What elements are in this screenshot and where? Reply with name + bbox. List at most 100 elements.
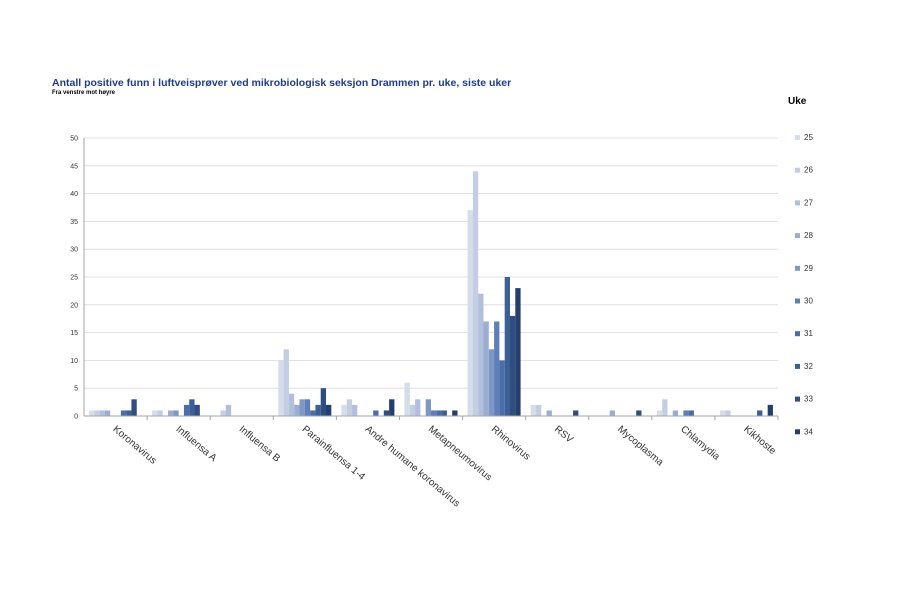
bar [278,360,284,416]
bar [283,349,289,416]
bar [194,404,200,416]
bar [688,410,694,416]
bar [719,410,726,416]
bar [389,399,395,416]
bar [326,404,332,416]
bar [225,404,232,416]
x-category-label: Rhinovirus [489,424,532,463]
legend-title: Uke [788,96,807,107]
bar [220,410,226,416]
y-tick-label: 35 [70,219,78,226]
legend-label: 28 [804,231,813,240]
legend-swatch [795,233,800,239]
legend-swatch [795,396,800,402]
legend-label: 29 [804,264,813,273]
bar [499,360,505,416]
legend-swatch [795,135,800,140]
bar [483,321,489,416]
bar [431,410,437,416]
bar [436,410,442,416]
bar [509,315,516,416]
bar-marks [89,171,773,416]
bar [725,410,731,416]
bar [467,210,473,416]
legend-label: 27 [804,198,813,207]
x-category-label: RSV [552,424,575,446]
bar [373,410,379,416]
bar [636,410,642,416]
bar [767,404,773,416]
x-category-label: Parainfluensa 1-4 [300,424,367,483]
chart-title: Antall positive funn i luftveisprøver ve… [52,77,512,89]
legend-label: 34 [804,427,813,436]
bar [315,404,321,416]
legend-swatch [795,298,800,304]
x-category-label: Koronavirus [110,424,158,467]
bar [415,399,421,416]
y-tick-label: 15 [70,330,78,337]
y-tick-label: 45 [70,163,78,170]
bar [535,404,542,416]
x-category-label: Metapneumovirus [426,424,494,484]
legend-swatch [795,167,800,173]
y-tick-label: 10 [70,358,78,365]
bar [352,404,358,416]
legend-swatch [795,429,800,435]
bar [452,410,458,416]
bar [425,399,431,416]
legend-swatch [795,331,800,337]
bar [126,410,132,416]
bar [488,349,495,416]
grid-lines [84,137,778,417]
legend-swatch [795,363,800,369]
bar [173,410,179,416]
y-tick-label: 5 [74,386,78,393]
bar [683,410,689,416]
bar [346,399,353,416]
bar [99,410,105,416]
bar [672,410,679,416]
bar [573,410,579,416]
bar [310,410,316,416]
legend: 25 26 27 28 29 30 31 32 33 34 [795,133,813,436]
x-axis-labels: Koronavirus Influensa A Influensa B Parainf… [110,424,778,510]
bar [157,410,163,416]
legend-label: 31 [804,329,813,338]
bar [94,410,100,416]
bar [472,171,479,416]
bar [757,410,763,416]
bar [530,404,536,416]
bar [409,404,416,416]
bar [89,410,95,416]
bar [494,321,500,416]
x-category-label: Influensa B [237,424,283,465]
y-tick-label: 40 [70,191,78,198]
bar [189,399,195,416]
bar [104,410,111,416]
legend-label: 26 [804,166,813,175]
x-category-label: Influensa A [174,424,219,464]
bar [294,404,300,416]
bar [609,410,615,416]
legend-label: 33 [804,395,813,404]
bar [546,410,552,416]
y-tick-label: 0 [74,414,78,421]
y-tick-label: 50 [70,136,78,143]
chart-subtitle: Fra venstre mot høyre [52,90,116,96]
bar [320,388,327,416]
legend-label: 25 [804,133,813,142]
bar [304,399,311,416]
bar [662,399,668,416]
bar [478,293,484,416]
bar [515,288,521,416]
y-tick-label: 30 [70,247,78,254]
bar [299,399,305,416]
bar [441,410,447,416]
bar [383,410,390,416]
bar [404,382,410,416]
bar [183,404,190,416]
axes [83,138,779,420]
bar [288,393,295,416]
x-category-label: Mycoplasma [615,424,665,469]
